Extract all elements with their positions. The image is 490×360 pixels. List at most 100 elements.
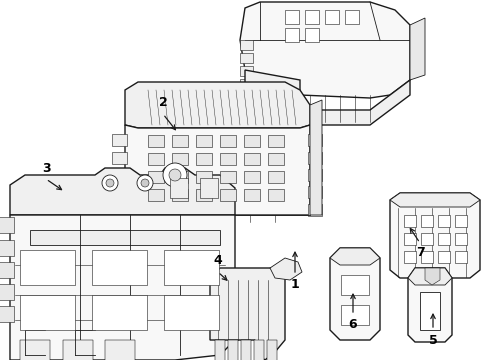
Polygon shape [170,178,188,198]
Polygon shape [305,10,319,24]
Polygon shape [30,230,220,245]
Polygon shape [228,340,238,360]
Polygon shape [220,153,236,165]
Polygon shape [410,18,425,80]
Polygon shape [308,152,322,164]
Text: 5: 5 [429,333,438,346]
Polygon shape [325,10,339,24]
Polygon shape [404,215,416,227]
Polygon shape [92,250,147,285]
Polygon shape [244,189,260,201]
Polygon shape [268,153,284,165]
Polygon shape [408,268,452,342]
Polygon shape [267,340,277,360]
Polygon shape [420,292,440,330]
Polygon shape [330,248,380,340]
Polygon shape [421,215,433,227]
Polygon shape [308,134,322,146]
Polygon shape [285,10,299,24]
Polygon shape [404,233,416,245]
Polygon shape [148,171,164,183]
Polygon shape [148,153,164,165]
Text: 4: 4 [214,255,222,267]
Polygon shape [112,134,127,146]
Polygon shape [63,340,93,360]
Text: 6: 6 [349,319,357,332]
Polygon shape [390,193,480,278]
Circle shape [141,179,149,187]
Polygon shape [308,204,322,216]
Text: 3: 3 [42,162,50,175]
Polygon shape [172,189,188,201]
Polygon shape [438,215,450,227]
Polygon shape [308,186,322,198]
Polygon shape [0,240,14,256]
Polygon shape [220,189,236,201]
Polygon shape [438,251,450,263]
Polygon shape [308,169,322,181]
Polygon shape [254,340,264,360]
Polygon shape [196,135,212,147]
Polygon shape [196,171,212,183]
Polygon shape [310,100,322,215]
Polygon shape [125,125,310,215]
Polygon shape [241,340,251,360]
Polygon shape [268,135,284,147]
Polygon shape [244,171,260,183]
Polygon shape [172,135,188,147]
Polygon shape [341,305,369,325]
Polygon shape [240,53,253,63]
Polygon shape [240,79,253,89]
Text: 1: 1 [291,278,299,291]
Polygon shape [345,10,359,24]
Polygon shape [20,340,50,360]
Polygon shape [0,306,14,322]
Polygon shape [240,40,253,50]
Polygon shape [210,268,285,360]
Polygon shape [240,2,410,98]
Circle shape [137,175,153,191]
Polygon shape [20,295,75,330]
Polygon shape [330,248,380,265]
Polygon shape [125,82,310,128]
Polygon shape [268,171,284,183]
Polygon shape [196,189,212,201]
Polygon shape [172,171,188,183]
Polygon shape [455,233,467,245]
Circle shape [169,169,181,181]
Text: 7: 7 [416,247,424,260]
Polygon shape [0,217,14,233]
Polygon shape [112,169,127,181]
Polygon shape [285,28,299,42]
Polygon shape [245,70,410,125]
Polygon shape [164,295,219,330]
Polygon shape [455,251,467,263]
Polygon shape [285,110,300,210]
Polygon shape [305,28,319,42]
Polygon shape [404,251,416,263]
Polygon shape [10,168,235,215]
Polygon shape [220,171,236,183]
Polygon shape [172,153,188,165]
Polygon shape [244,153,260,165]
Polygon shape [200,178,218,198]
Circle shape [106,179,114,187]
Polygon shape [270,258,302,280]
Text: 2: 2 [159,96,168,109]
Polygon shape [112,152,127,164]
Polygon shape [112,204,127,216]
Polygon shape [455,215,467,227]
Polygon shape [148,135,164,147]
Polygon shape [20,250,75,285]
Polygon shape [164,250,219,285]
Circle shape [102,175,118,191]
Polygon shape [105,340,135,360]
Polygon shape [421,251,433,263]
Polygon shape [268,189,284,201]
Polygon shape [408,268,452,285]
Polygon shape [112,186,127,198]
Polygon shape [10,215,235,360]
Circle shape [163,163,187,187]
Polygon shape [0,284,14,300]
Polygon shape [421,233,433,245]
